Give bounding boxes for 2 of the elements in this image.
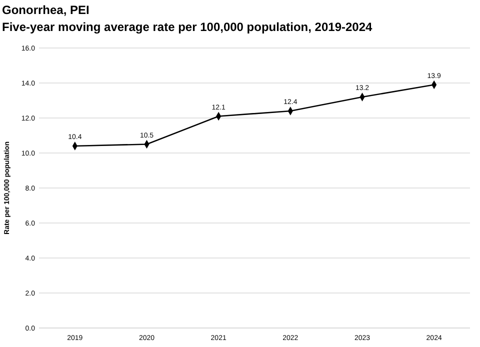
chart-title: Gonorrhea, PEI [2,3,90,17]
chart-subtitle: Five-year moving average rate per 100,000 population, 2019-2024 [2,20,373,34]
